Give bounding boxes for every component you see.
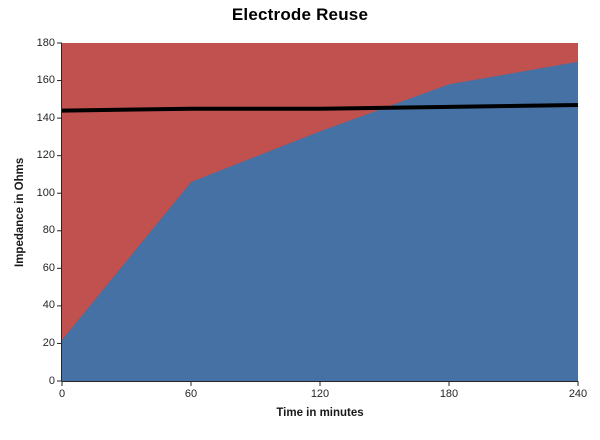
- blue-area: [62, 61, 578, 382]
- y-tick-label: 100: [36, 186, 55, 199]
- y-tick-label: 160: [36, 74, 55, 87]
- y-tick-label: 20: [42, 336, 55, 349]
- y-tick-label: 120: [36, 149, 55, 162]
- y-tick-label: 80: [42, 224, 55, 237]
- y-axis-title: Impedance in Ohms: [14, 157, 26, 267]
- x-tick-label: 60: [184, 388, 198, 400]
- x-axis-title: Time in minutes: [276, 407, 364, 419]
- y-tick-label: 40: [42, 299, 55, 312]
- black-baseline-line: [61, 102, 579, 113]
- x-tick-label: 0: [58, 388, 66, 400]
- y-tick-label: 60: [42, 261, 55, 274]
- chart-title: Electrode Reuse: [231, 5, 369, 24]
- x-tick-label: 240: [568, 388, 588, 400]
- y-tick-label: 140: [36, 111, 55, 124]
- y-tick-label: 180: [36, 36, 55, 49]
- y-tick-label: 0: [48, 374, 55, 387]
- x-tick-label: 120: [310, 388, 330, 400]
- x-tick-label: 180: [439, 388, 459, 400]
